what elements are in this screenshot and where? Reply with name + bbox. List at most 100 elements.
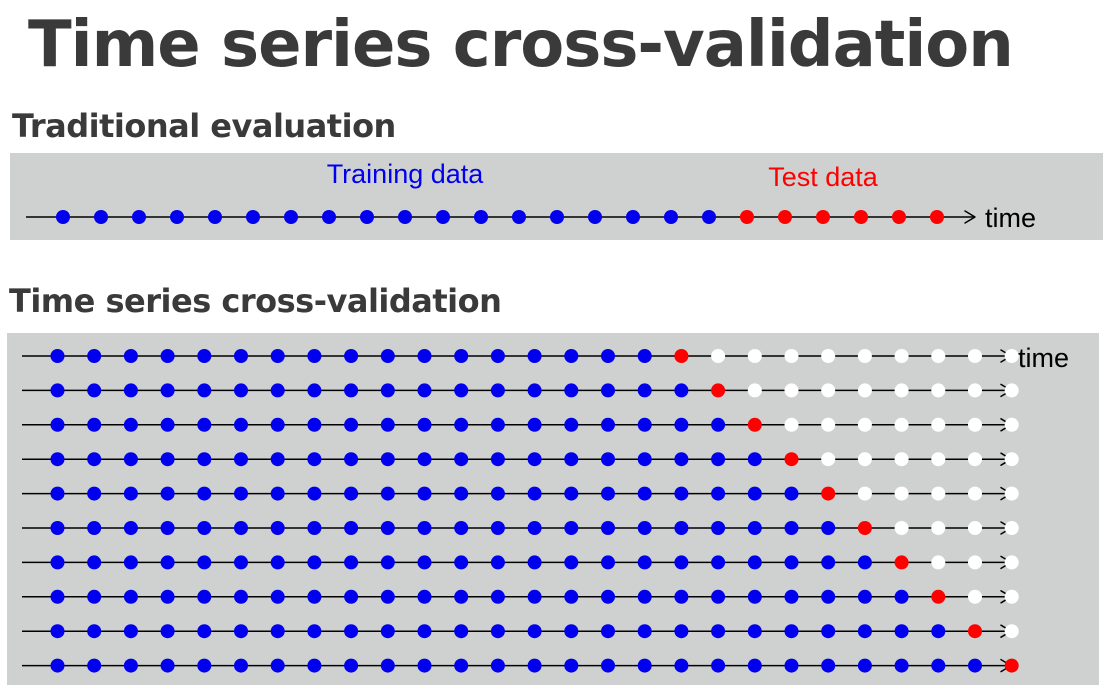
training-point <box>747 452 762 467</box>
training-point <box>307 452 322 467</box>
training-point <box>527 658 542 673</box>
unused-point <box>1004 555 1019 570</box>
training-point <box>197 349 212 363</box>
training-point <box>234 349 248 363</box>
cv-timeline-row-9 <box>22 624 1019 639</box>
training-point <box>197 521 212 535</box>
test-point <box>674 349 689 363</box>
training-point <box>87 555 102 570</box>
training-point <box>50 417 65 432</box>
training-point <box>527 452 542 467</box>
unused-point <box>1004 521 1019 535</box>
training-point <box>380 417 395 432</box>
training-point <box>454 589 469 604</box>
unused-point <box>857 349 872 363</box>
training-point <box>821 658 836 673</box>
training-point <box>637 486 652 501</box>
cv-timeline-row-6 <box>22 521 1019 535</box>
unused-point <box>968 521 982 535</box>
unused-point <box>1004 417 1019 432</box>
test-point <box>892 210 906 224</box>
unused-point <box>784 349 799 363</box>
training-point <box>270 624 285 639</box>
training-point <box>454 417 469 432</box>
training-point <box>784 589 799 604</box>
training-point <box>380 486 395 501</box>
training-point <box>307 658 322 673</box>
unused-point <box>894 452 909 467</box>
training-point <box>857 658 872 673</box>
time-axis-label: time <box>1018 343 1069 373</box>
test-point <box>894 555 909 570</box>
unused-point <box>968 349 982 363</box>
training-point <box>784 624 799 639</box>
training-point <box>417 452 432 467</box>
training-point <box>474 210 488 224</box>
training-point <box>601 555 615 570</box>
training-point <box>747 486 762 501</box>
cv-timeline-row-8 <box>22 589 1019 604</box>
training-point <box>527 349 542 363</box>
training-point <box>197 589 212 604</box>
cv-timeline-row-10 <box>22 658 1019 673</box>
training-point <box>50 589 65 604</box>
unused-point <box>931 349 946 363</box>
training-point <box>197 624 212 639</box>
training-point <box>344 349 359 363</box>
cv-timeline-row-3 <box>22 417 1019 432</box>
training-point <box>637 624 652 639</box>
training-point <box>50 555 65 570</box>
training-point <box>307 624 322 639</box>
traditional-timeline-row <box>26 210 976 224</box>
training-point <box>417 383 432 398</box>
training-point <box>711 452 726 467</box>
training-point <box>417 589 432 604</box>
training-point <box>564 349 579 363</box>
training-point <box>527 555 542 570</box>
training-point <box>398 210 412 224</box>
training-point <box>821 521 836 535</box>
unused-point <box>931 555 946 570</box>
training-point <box>197 452 212 467</box>
training-point <box>270 383 285 398</box>
unused-point <box>747 349 762 363</box>
cross-validation-panel <box>7 333 1099 685</box>
unused-point <box>857 452 872 467</box>
training-point <box>417 555 432 570</box>
training-point <box>857 589 872 604</box>
cross-validation-timelines: time <box>22 343 1069 673</box>
cv-timeline-row-4 <box>22 452 1019 467</box>
training-point <box>747 624 762 639</box>
training-point <box>711 521 726 535</box>
training-point <box>490 658 505 673</box>
training-point <box>234 555 248 570</box>
training-point <box>637 521 652 535</box>
unused-point <box>894 417 909 432</box>
training-point <box>170 210 184 224</box>
unused-point <box>1004 589 1019 604</box>
training-point <box>50 383 65 398</box>
unused-point <box>894 383 909 398</box>
unused-point <box>857 486 872 501</box>
training-point <box>50 349 65 363</box>
training-point <box>894 658 909 673</box>
training-point <box>234 417 248 432</box>
training-point <box>234 383 248 398</box>
training-point <box>270 589 285 604</box>
test-point <box>857 521 872 535</box>
test-point <box>1004 658 1019 673</box>
training-point <box>344 555 359 570</box>
training-point <box>674 555 689 570</box>
training-point <box>160 521 175 535</box>
training-point <box>417 417 432 432</box>
training-point <box>50 624 65 639</box>
unused-point <box>857 417 872 432</box>
training-point <box>284 210 298 224</box>
training-point <box>417 658 432 673</box>
training-point <box>931 658 946 673</box>
training-point <box>417 521 432 535</box>
training-point <box>454 452 469 467</box>
training-point <box>550 210 564 224</box>
training-point <box>674 383 689 398</box>
test-point <box>854 210 868 224</box>
